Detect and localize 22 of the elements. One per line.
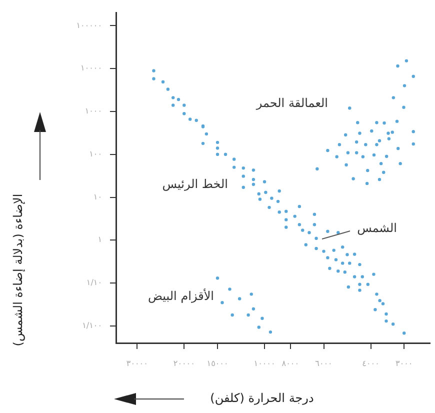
y-tick-label: ١٠٠٠ bbox=[84, 106, 102, 116]
x-tick-label: ١٠٠٠٠ bbox=[254, 358, 276, 368]
y-tick-label: ١٠٠٠٠٠ bbox=[76, 20, 102, 30]
annotation: الشمس bbox=[357, 221, 397, 236]
x-axis-title: درجة الحرارة (كلفن) bbox=[210, 391, 314, 406]
x-tick-label: ٦٠٠٠ bbox=[315, 358, 332, 368]
y-axis-title: الإضاءة (بدلالة إضاءة الشمس) bbox=[11, 194, 26, 346]
x-tick-label: ٣٠٠٠ bbox=[396, 358, 413, 368]
x-tick-label: ٨٠٠٠ bbox=[282, 358, 299, 368]
x-tick-label: ٤٠٠٠ bbox=[362, 358, 380, 368]
y-tick-label: ١/١٠ bbox=[86, 278, 102, 288]
x-tick-label: ٣٠٠٠٠ bbox=[126, 358, 148, 368]
x-tick-label: ١٥٠٠٠ bbox=[206, 358, 228, 368]
annotation: العمالقة الحمر bbox=[255, 96, 328, 110]
annotation: الخط الرئيس bbox=[162, 177, 228, 192]
y-tick-label: ١٠٠٠٠ bbox=[80, 64, 102, 73]
y-tick-label: ١ bbox=[98, 235, 102, 244]
y-tick-label: ١٠ bbox=[93, 192, 102, 202]
y-tick-label: ١٠٠ bbox=[89, 149, 102, 158]
annotation: الأقزام البيض bbox=[148, 288, 214, 304]
y-tick-label: ١/١٠٠ bbox=[82, 321, 102, 330]
x-tick-label: ٢٠٠٠٠ bbox=[173, 358, 195, 368]
